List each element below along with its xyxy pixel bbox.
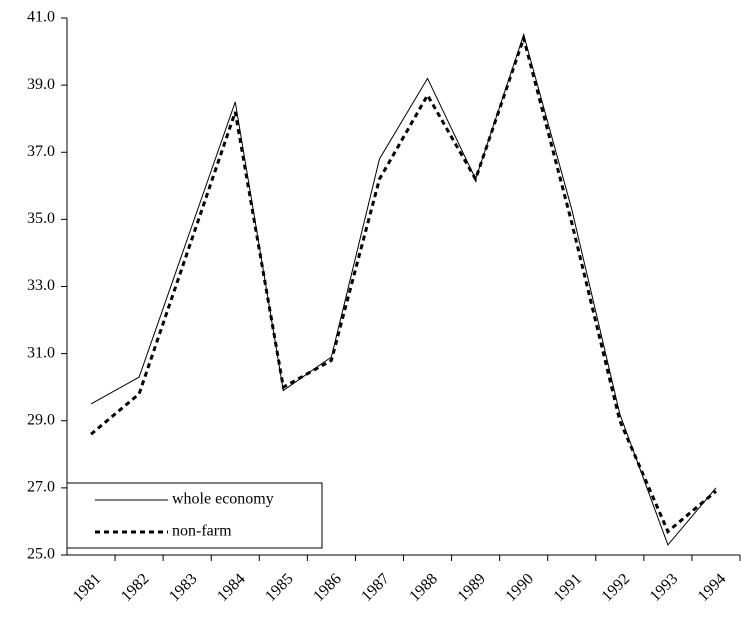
x-tick-label: 1983 xyxy=(166,570,201,605)
y-tick-label: 29.0 xyxy=(27,411,55,428)
x-tick-label: 1982 xyxy=(118,570,153,605)
y-tick-label: 37.0 xyxy=(27,143,55,160)
y-tick-label: 39.0 xyxy=(27,76,55,93)
y-tick-label: 35.0 xyxy=(27,210,55,227)
y-tick-label: 41.0 xyxy=(27,9,55,26)
legend-box xyxy=(66,482,323,549)
x-tick-label: 1986 xyxy=(310,570,345,605)
legend: whole economy non-farm xyxy=(66,482,323,549)
y-tick-label: 33.0 xyxy=(27,277,55,294)
series-line xyxy=(90,32,717,534)
x-tick-label: 1987 xyxy=(358,570,393,605)
y-tick-label: 25.0 xyxy=(27,546,55,563)
x-tick-label: 1994 xyxy=(695,570,730,605)
x-tick-label: 1989 xyxy=(454,570,489,605)
x-tick-label: 1988 xyxy=(406,570,441,605)
x-tick-label: 1990 xyxy=(502,570,537,605)
series-line xyxy=(90,33,717,546)
x-tick-label: 1985 xyxy=(262,570,297,605)
x-tick-label: 1993 xyxy=(647,570,682,605)
y-tick-label: 31.0 xyxy=(27,344,55,361)
legend-label: non-farm xyxy=(172,523,232,540)
x-tick-label: 1981 xyxy=(70,570,105,605)
x-tick-label: 1991 xyxy=(551,570,586,605)
x-tick-label: 1984 xyxy=(214,570,249,605)
y-tick-label: 27.0 xyxy=(27,479,55,496)
legend-label: whole economy xyxy=(172,491,274,508)
x-tick-label: 1992 xyxy=(599,570,634,605)
